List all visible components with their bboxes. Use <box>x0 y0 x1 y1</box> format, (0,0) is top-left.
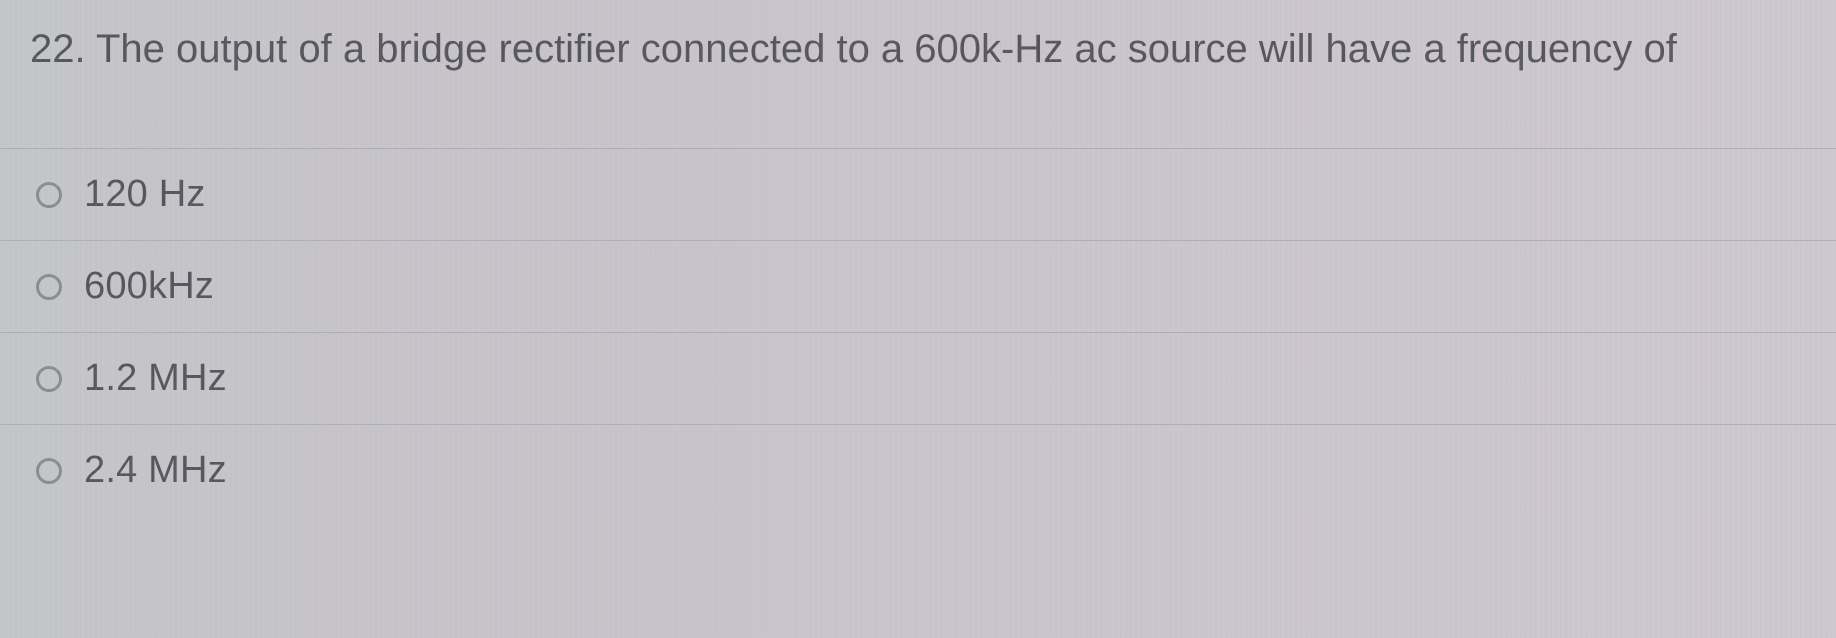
question-block: 22. The output of a bridge rectifier con… <box>0 0 1836 88</box>
options-list: 120 Hz 600kHz 1.2 MHz 2.4 MHz <box>0 148 1836 516</box>
question-number: 22. <box>30 27 86 71</box>
radio-icon[interactable] <box>36 274 62 300</box>
option-label: 600kHz <box>84 265 214 308</box>
question-body: The output of a bridge rectifier connect… <box>96 27 1677 71</box>
option-1[interactable]: 600kHz <box>0 240 1836 332</box>
option-label: 1.2 MHz <box>84 357 227 400</box>
option-3[interactable]: 2.4 MHz <box>0 424 1836 516</box>
radio-icon[interactable] <box>36 366 62 392</box>
option-label: 2.4 MHz <box>84 449 227 492</box>
question-text: 22. The output of a bridge rectifier con… <box>30 20 1806 78</box>
radio-icon[interactable] <box>36 182 62 208</box>
option-label: 120 Hz <box>84 173 206 216</box>
option-2[interactable]: 1.2 MHz <box>0 332 1836 424</box>
radio-icon[interactable] <box>36 458 62 484</box>
option-0[interactable]: 120 Hz <box>0 148 1836 240</box>
